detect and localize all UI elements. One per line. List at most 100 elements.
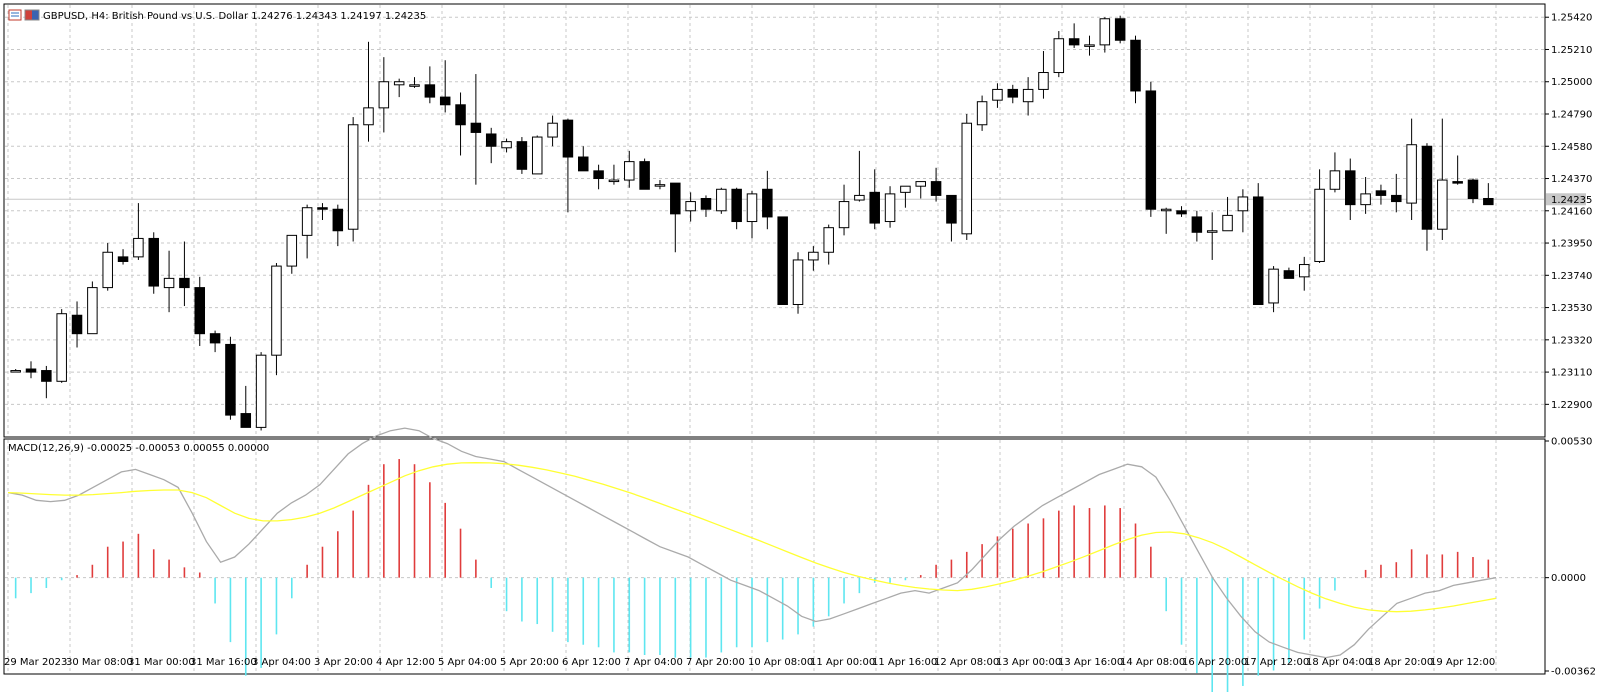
candle-body <box>286 234 298 267</box>
candle-body <box>961 122 973 235</box>
time-tick-label: 30 Mar 08:00 <box>66 657 133 668</box>
time-tick-label: 19 Apr 12:00 <box>1430 657 1495 668</box>
price-tick-label: 1.25000 <box>1551 77 1592 88</box>
candle-body <box>578 156 589 172</box>
candle-body <box>424 84 436 98</box>
price-tick-label: 1.24370 <box>1551 174 1592 185</box>
candle-body <box>133 237 144 258</box>
current-price-label: 1.24235 <box>1551 195 1592 206</box>
candle-body <box>271 265 282 356</box>
candle-body <box>731 188 742 223</box>
time-tick-label: 13 Apr 00:00 <box>996 657 1061 668</box>
time-tick-label: 10 Apr 08:00 <box>748 657 813 668</box>
time-tick-label: 3 Apr 20:00 <box>314 657 373 668</box>
candle-body <box>946 194 957 224</box>
candle-body <box>10 370 21 373</box>
candle-body <box>485 133 497 147</box>
candle-body <box>455 104 466 126</box>
candle-body <box>378 81 390 109</box>
macd-tick-label: 0.00530 <box>1551 437 1592 448</box>
candle-body <box>117 256 129 262</box>
candle-body <box>608 179 620 183</box>
candle-body <box>1452 181 1463 184</box>
candle-body <box>808 251 819 261</box>
candle-body <box>716 188 727 212</box>
candle-body <box>869 191 880 224</box>
candle-body <box>1160 208 1172 212</box>
time-tick-label: 11 Apr 00:00 <box>810 657 875 668</box>
candle-body <box>1314 188 1325 262</box>
price-tick-label: 1.23320 <box>1551 335 1592 346</box>
candle-body <box>163 277 175 289</box>
axis-labels: 1.25420 1.25210 1.25000 1.24790 1.24580 1.243… <box>4 13 1596 678</box>
price-tick-label: 1.22900 <box>1551 400 1592 411</box>
candle-body <box>639 161 650 190</box>
time-tick-label: 3 Apr 04:00 <box>252 657 311 668</box>
candle-body <box>1345 170 1356 206</box>
indicator-title: MACD(12,26,9) -0.00025 -0.00053 0.00055 … <box>8 443 269 454</box>
candle-body <box>1360 193 1371 206</box>
chart-title: GBPUSD, H4: British Pound vs U.S. Dollar… <box>43 11 426 22</box>
candle-body <box>685 201 696 212</box>
candle-body <box>547 122 558 138</box>
time-tick-label: 5 Apr 20:00 <box>500 657 559 668</box>
time-tick-label: 7 Apr 20:00 <box>686 657 745 668</box>
candle-body <box>593 170 604 180</box>
candle-body <box>792 259 804 305</box>
macd-tick-label: -0.00362 <box>1551 667 1596 678</box>
time-tick-label: 18 Apr 04:00 <box>1306 657 1371 668</box>
time-tick-label: 4 Apr 12:00 <box>376 657 435 668</box>
candle-body <box>470 122 482 133</box>
chart-window-icon[interactable] <box>8 9 22 21</box>
candle-body <box>700 197 712 210</box>
candle-body <box>838 201 850 229</box>
candle-body <box>240 413 252 428</box>
candle-body <box>531 136 543 175</box>
candle-body <box>562 119 574 158</box>
price-tick-label: 1.23950 <box>1551 239 1592 250</box>
candle-body <box>1114 18 1126 41</box>
candle-body <box>1252 196 1264 305</box>
macd-tick-label: 0.0000 <box>1551 573 1586 584</box>
candle-body <box>194 287 206 335</box>
candle-body <box>746 193 758 223</box>
time-tick-label: 11 Apr 16:00 <box>872 657 937 668</box>
time-tick-label: 5 Apr 04:00 <box>438 657 497 668</box>
price-series <box>5 15 1544 431</box>
candle-body <box>1283 270 1295 279</box>
candle-body <box>1298 264 1310 278</box>
candle-body <box>915 181 926 187</box>
price-tick-label: 1.25210 <box>1551 45 1592 56</box>
candle-body <box>1329 170 1341 190</box>
current-price-tag <box>1546 193 1586 206</box>
candle-body <box>670 182 681 215</box>
candle-body <box>301 207 313 236</box>
time-tick-label: 18 Apr 20:00 <box>1368 657 1433 668</box>
candle-body <box>71 314 83 335</box>
price-tick-label: 1.23530 <box>1551 303 1592 314</box>
candle-body <box>148 237 159 287</box>
price-tick-label: 1.24790 <box>1551 110 1592 121</box>
price-tick-label: 1.23740 <box>1551 271 1592 282</box>
time-tick-label: 7 Apr 04:00 <box>624 657 683 668</box>
candle-body <box>1022 88 1034 103</box>
grid-lines <box>5 5 1544 673</box>
candle-body <box>25 368 37 373</box>
time-tick-label: 31 Mar 00:00 <box>128 657 195 668</box>
candle-body <box>501 141 512 149</box>
candle-body <box>1053 38 1065 74</box>
candle-body <box>762 188 773 218</box>
candle-body <box>225 343 236 416</box>
candle-body <box>179 277 190 289</box>
candle-body <box>1084 44 1095 47</box>
macd-series <box>7 427 1497 694</box>
candle-body <box>1176 210 1187 215</box>
candle-body <box>823 227 834 253</box>
candle-body <box>1007 88 1019 98</box>
time-tick-label: 31 Mar 16:00 <box>190 657 257 668</box>
candle-body <box>41 370 52 382</box>
candle-body <box>317 207 328 210</box>
candle-body <box>409 84 420 87</box>
